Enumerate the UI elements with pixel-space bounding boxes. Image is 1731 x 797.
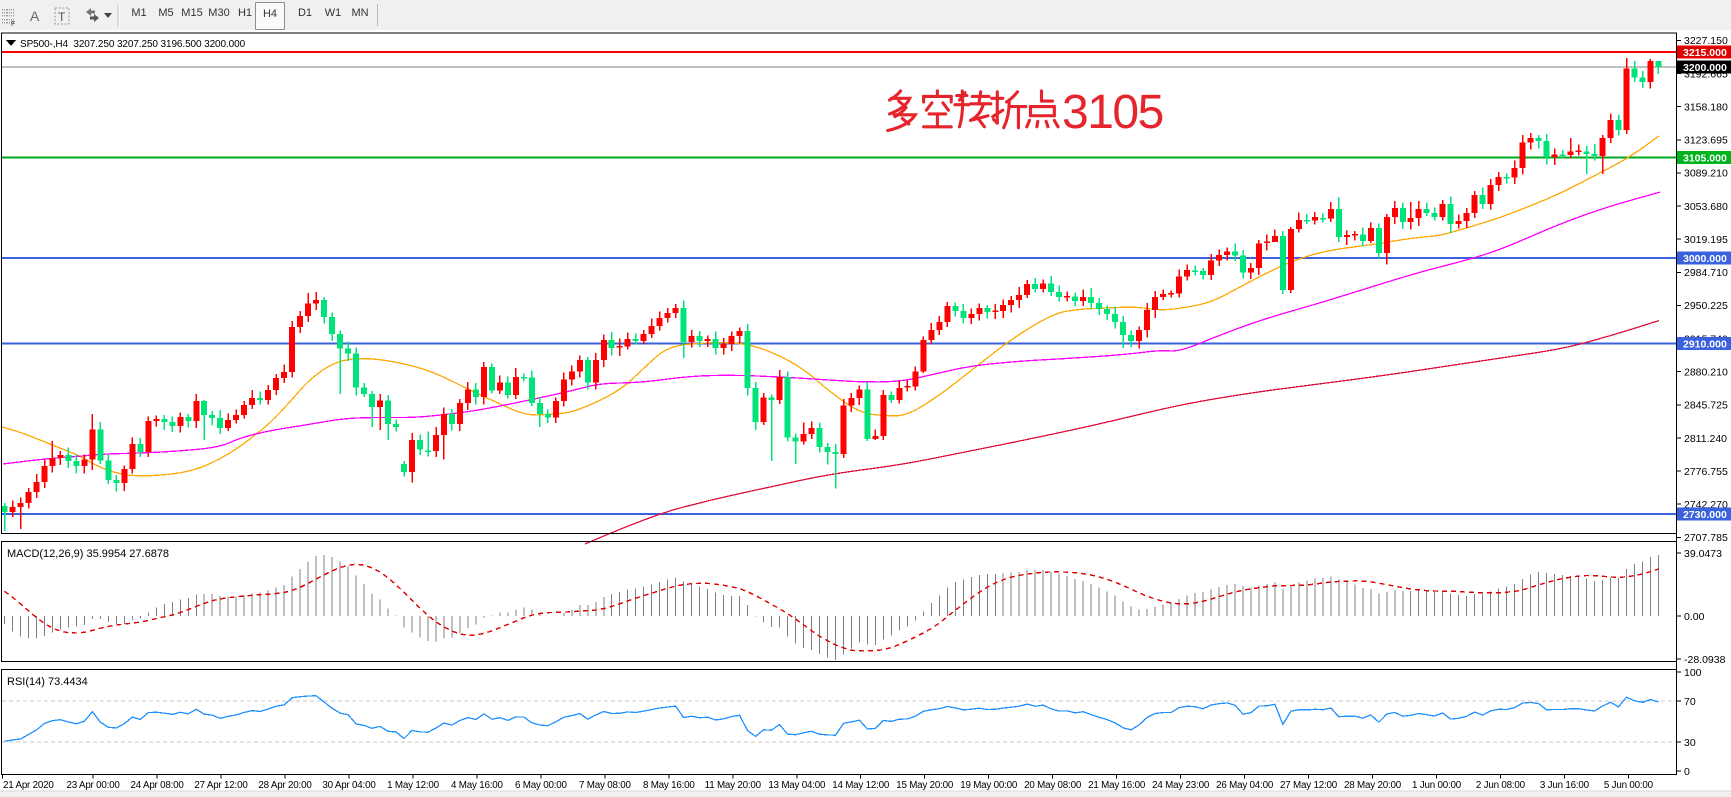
svg-text:3053.680: 3053.680 bbox=[1684, 201, 1728, 213]
svg-text:2707.785: 2707.785 bbox=[1684, 532, 1728, 544]
svg-text:30 Apr 04:00: 30 Apr 04:00 bbox=[322, 780, 376, 791]
svg-text:20 May 08:00: 20 May 08:00 bbox=[1024, 780, 1082, 791]
svg-text:7 May 08:00: 7 May 08:00 bbox=[579, 780, 631, 791]
svg-text:-28.0938: -28.0938 bbox=[1684, 654, 1726, 666]
svg-text:15 May 20:00: 15 May 20:00 bbox=[896, 780, 954, 791]
svg-text:21 Apr 2020: 21 Apr 2020 bbox=[3, 780, 54, 791]
svg-text:3 Jun 16:00: 3 Jun 16:00 bbox=[1540, 780, 1590, 791]
svg-text:26 May 04:00: 26 May 04:00 bbox=[1216, 780, 1274, 791]
svg-text:27 Apr 12:00: 27 Apr 12:00 bbox=[194, 780, 248, 791]
svg-text:14 May 12:00: 14 May 12:00 bbox=[832, 780, 890, 791]
svg-text:2 Jun 08:00: 2 Jun 08:00 bbox=[1476, 780, 1526, 791]
svg-text:8 May 16:00: 8 May 16:00 bbox=[643, 780, 695, 791]
svg-text:21 May 16:00: 21 May 16:00 bbox=[1088, 780, 1146, 791]
svg-text:24 May 23:00: 24 May 23:00 bbox=[1152, 780, 1210, 791]
svg-text:3123.695: 3123.695 bbox=[1684, 135, 1728, 147]
svg-text:39.0473: 39.0473 bbox=[1684, 548, 1722, 560]
svg-text:0: 0 bbox=[1684, 766, 1690, 778]
svg-text:2811.240: 2811.240 bbox=[1684, 433, 1727, 445]
svg-text:2845.725: 2845.725 bbox=[1684, 400, 1728, 412]
svg-text:4 May 16:00: 4 May 16:00 bbox=[451, 780, 503, 791]
svg-text:3105.000: 3105.000 bbox=[1683, 152, 1727, 164]
svg-text:23 Apr 00:00: 23 Apr 00:00 bbox=[67, 780, 121, 791]
svg-text:2950.225: 2950.225 bbox=[1684, 300, 1728, 312]
svg-text:A: A bbox=[30, 8, 40, 24]
svg-text:3019.195: 3019.195 bbox=[1684, 234, 1728, 246]
svg-text:3215.000: 3215.000 bbox=[1683, 47, 1727, 59]
svg-text:3158.180: 3158.180 bbox=[1684, 102, 1728, 114]
svg-text:2910.000: 2910.000 bbox=[1683, 338, 1727, 350]
svg-text:2880.210: 2880.210 bbox=[1684, 367, 1728, 379]
svg-text:2730.000: 2730.000 bbox=[1683, 509, 1727, 521]
svg-text:3200.000: 3200.000 bbox=[1683, 62, 1727, 74]
svg-text:13 May 04:00: 13 May 04:00 bbox=[768, 780, 826, 791]
svg-text:11 May 20:00: 11 May 20:00 bbox=[705, 780, 762, 791]
svg-text:3227.150: 3227.150 bbox=[1684, 35, 1728, 47]
svg-text:100: 100 bbox=[1684, 667, 1702, 679]
svg-text:19 May 00:00: 19 May 00:00 bbox=[960, 780, 1018, 791]
svg-text:2984.710: 2984.710 bbox=[1684, 267, 1728, 279]
svg-text:28 Apr 20:00: 28 Apr 20:00 bbox=[258, 780, 312, 791]
svg-text:30: 30 bbox=[1684, 737, 1696, 749]
svg-text:27 May 12:00: 27 May 12:00 bbox=[1280, 780, 1338, 791]
svg-text:28 May 20:00: 28 May 20:00 bbox=[1344, 780, 1402, 791]
svg-text:6 May 00:00: 6 May 00:00 bbox=[515, 780, 567, 791]
svg-text:1 May 12:00: 1 May 12:00 bbox=[387, 780, 439, 791]
svg-text:T: T bbox=[58, 10, 66, 24]
svg-text:2776.755: 2776.755 bbox=[1684, 466, 1728, 478]
svg-text:3105: 3105 bbox=[1062, 86, 1163, 139]
svg-text:SP500-,H4 3207.250 3207.250 3: SP500-,H4 3207.250 3207.250 3196.500 320… bbox=[20, 39, 246, 50]
svg-text:5 Jun 00:00: 5 Jun 00:00 bbox=[1604, 780, 1654, 791]
svg-text:3089.210: 3089.210 bbox=[1684, 168, 1728, 180]
svg-text:F: F bbox=[11, 21, 15, 28]
svg-text:1 Jun 00:00: 1 Jun 00:00 bbox=[1412, 780, 1462, 791]
svg-text:24 Apr 08:00: 24 Apr 08:00 bbox=[131, 780, 185, 791]
svg-text:70: 70 bbox=[1684, 696, 1696, 708]
svg-text:0.00: 0.00 bbox=[1684, 611, 1705, 623]
svg-text:RSI(14) 73.4434: RSI(14) 73.4434 bbox=[7, 676, 88, 688]
svg-text:MACD(12,26,9) 35.9954 27.6878: MACD(12,26,9) 35.9954 27.6878 bbox=[7, 548, 169, 560]
svg-text:3000.000: 3000.000 bbox=[1683, 253, 1727, 265]
